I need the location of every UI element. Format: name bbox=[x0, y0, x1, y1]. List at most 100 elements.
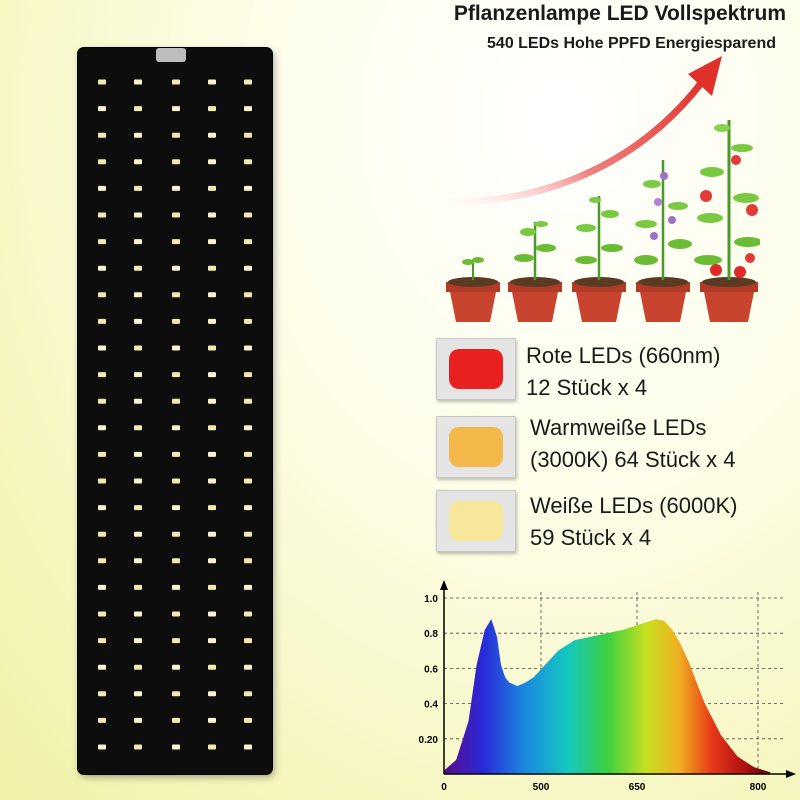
led-dot bbox=[208, 318, 216, 324]
led-dot bbox=[244, 159, 252, 165]
led-dot bbox=[98, 744, 106, 750]
led-dot bbox=[134, 425, 142, 431]
led-dot bbox=[98, 318, 106, 324]
led-dot bbox=[244, 372, 252, 378]
led-dot bbox=[172, 717, 180, 723]
led-dot bbox=[98, 132, 106, 138]
page-subtitle: 540 LEDs Hohe PPFD Energiesparend bbox=[487, 35, 776, 52]
pot-4-icon bbox=[634, 160, 692, 322]
led-dot bbox=[172, 611, 180, 617]
led-dot bbox=[134, 478, 142, 484]
led-dot bbox=[98, 611, 106, 617]
led-dot bbox=[172, 398, 180, 404]
led-dot bbox=[244, 531, 252, 537]
led-dot bbox=[244, 451, 252, 457]
led-dot bbox=[98, 451, 106, 457]
plant-growth-illustration bbox=[446, 120, 760, 322]
led-dot bbox=[172, 451, 180, 457]
red-led-name: Rote LEDs (660nm) bbox=[526, 343, 721, 368]
led-dot bbox=[98, 79, 106, 85]
warm-white-led-label: Warmweiße LEDs (3000K) 64 Stück x 4 bbox=[530, 412, 735, 476]
led-dot bbox=[134, 531, 142, 537]
led-dot bbox=[172, 345, 180, 351]
pot-3-icon bbox=[572, 196, 626, 322]
y-tick-label: 0.4 bbox=[424, 700, 438, 711]
led-dot bbox=[98, 398, 106, 404]
led-dot bbox=[98, 345, 106, 351]
led-dot bbox=[172, 159, 180, 165]
led-dot bbox=[208, 372, 216, 378]
led-dot bbox=[134, 185, 142, 191]
growth-arrow-icon bbox=[446, 56, 722, 206]
led-dot bbox=[98, 638, 106, 644]
led-dot bbox=[134, 292, 142, 298]
led-dot bbox=[172, 292, 180, 298]
x-tick-label: 800 bbox=[750, 782, 767, 793]
led-dot bbox=[98, 239, 106, 245]
led-dot bbox=[134, 79, 142, 85]
warm-white-led-chip bbox=[436, 416, 516, 478]
led-dot bbox=[134, 451, 142, 457]
y-tick-label: 0.20 bbox=[419, 735, 439, 746]
led-dot bbox=[98, 558, 106, 564]
led-dot bbox=[172, 584, 180, 590]
y-axis-arrow-icon bbox=[440, 580, 448, 590]
led-dot bbox=[134, 398, 142, 404]
led-dot bbox=[172, 425, 180, 431]
led-dot bbox=[208, 691, 216, 697]
led-dot bbox=[208, 505, 216, 511]
led-dot bbox=[134, 159, 142, 165]
led-dot bbox=[208, 638, 216, 644]
led-dot bbox=[172, 372, 180, 378]
white-led-label: Weiße LEDs (6000K) 59 Stück x 4 bbox=[530, 490, 737, 554]
led-dot bbox=[244, 79, 252, 85]
led-dot bbox=[208, 239, 216, 245]
led-dot bbox=[98, 425, 106, 431]
led-dot bbox=[244, 345, 252, 351]
led-dot bbox=[208, 478, 216, 484]
red-led-count: 12 Stück x 4 bbox=[526, 375, 648, 400]
led-dot bbox=[134, 345, 142, 351]
led-dot bbox=[208, 451, 216, 457]
led-dot bbox=[208, 292, 216, 298]
led-dot bbox=[208, 106, 216, 112]
white-led-count: 59 Stück x 4 bbox=[530, 525, 652, 550]
led-dot bbox=[244, 106, 252, 112]
led-dot bbox=[244, 478, 252, 484]
led-dot bbox=[98, 717, 106, 723]
led-dot bbox=[172, 505, 180, 511]
led-dot bbox=[98, 106, 106, 112]
led-dot bbox=[244, 611, 252, 617]
led-dot bbox=[208, 79, 216, 85]
led-dot bbox=[172, 691, 180, 697]
led-dot bbox=[98, 691, 106, 697]
led-dot bbox=[208, 717, 216, 723]
led-dot bbox=[244, 185, 252, 191]
led-dot bbox=[98, 265, 106, 271]
led-dot bbox=[134, 584, 142, 590]
pot-5-icon bbox=[694, 120, 760, 322]
led-dot bbox=[244, 638, 252, 644]
led-dot bbox=[208, 744, 216, 750]
led-dot bbox=[208, 398, 216, 404]
spectrum-area bbox=[444, 619, 770, 774]
led-dot bbox=[172, 265, 180, 271]
led-dot bbox=[134, 664, 142, 670]
led-dot bbox=[208, 159, 216, 165]
led-dot bbox=[172, 664, 180, 670]
led-dot bbox=[208, 558, 216, 564]
led-dot bbox=[98, 372, 106, 378]
led-dot bbox=[244, 398, 252, 404]
led-dot bbox=[172, 318, 180, 324]
x-axis-arrow-icon bbox=[786, 770, 796, 778]
led-dot bbox=[98, 505, 106, 511]
led-dot bbox=[134, 691, 142, 697]
led-dot bbox=[134, 744, 142, 750]
led-dot bbox=[208, 212, 216, 218]
led-dot bbox=[172, 185, 180, 191]
led-dot bbox=[134, 638, 142, 644]
x-tick-label: 500 bbox=[533, 782, 550, 793]
led-dot bbox=[134, 372, 142, 378]
led-dot bbox=[172, 79, 180, 85]
red-led-label: Rote LEDs (660nm) 12 Stück x 4 bbox=[526, 340, 720, 404]
